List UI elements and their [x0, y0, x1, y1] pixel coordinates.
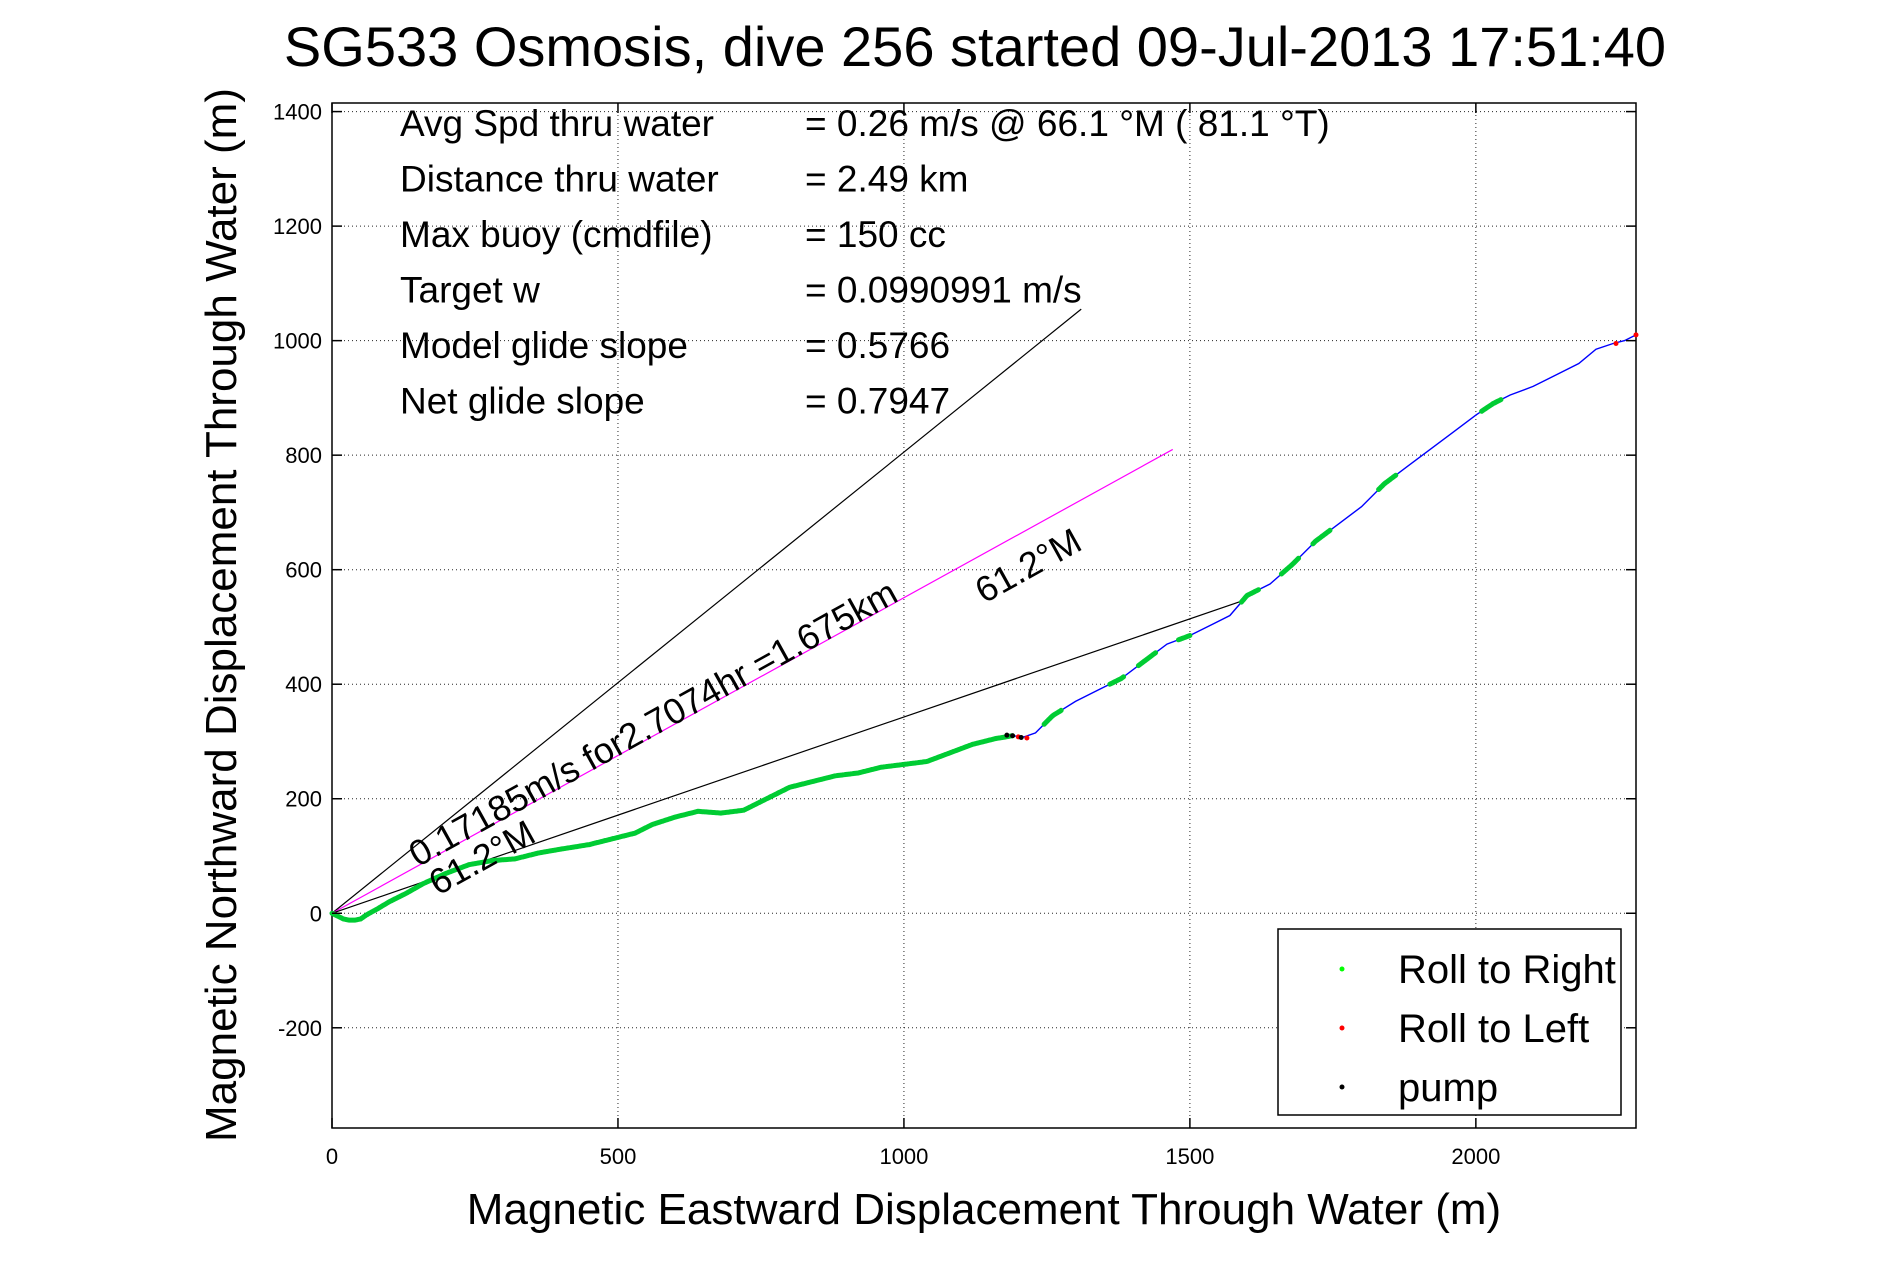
x-tick-label: 1000 — [879, 1144, 928, 1169]
pump-marker — [1018, 734, 1024, 740]
y-tick-label: 1400 — [273, 100, 322, 125]
legend-marker — [1339, 1025, 1345, 1031]
roll-left-marker — [1024, 735, 1030, 741]
y-tick-label: 400 — [285, 672, 322, 697]
stats-value: = 0.5766 — [805, 325, 950, 366]
stats-value: = 0.26 m/s @ 66.1 °M ( 81.1 °T) — [805, 103, 1330, 144]
legend-box — [1277, 928, 1622, 1116]
y-tick-label: 1200 — [273, 214, 322, 239]
x-axis-title: Magnetic Eastward Displacement Through W… — [467, 1185, 1501, 1234]
roll-right-marker — [1176, 633, 1193, 643]
legend: Roll to Right Roll to Left pump — [1277, 928, 1622, 1116]
legend-label: pump — [1398, 1066, 1498, 1110]
legend-entries: Roll to Right Roll to Left pump — [1339, 948, 1616, 1110]
stats-label: Avg Spd thru water — [400, 103, 714, 144]
legend-label: Roll to Right — [1398, 948, 1616, 992]
reference-line — [331, 448, 1174, 914]
stats-label: Model glide slope — [400, 325, 688, 366]
legend-label: Roll to Left — [1398, 1007, 1589, 1051]
y-tick-label: -200 — [278, 1016, 322, 1041]
reference-line — [331, 308, 1082, 914]
y-tick-label: 0 — [310, 901, 322, 926]
roll-left-marker — [1633, 332, 1639, 338]
roll-right-marker — [1479, 397, 1504, 414]
roll-right-marker — [1107, 674, 1127, 687]
stats-value: = 0.0990991 m/s — [805, 270, 1082, 311]
y-tick-label: 800 — [285, 443, 322, 468]
stats-label: Net glide slope — [400, 381, 645, 422]
roll-left-marker — [1613, 341, 1619, 347]
y-axis-title: Magnetic Northward Displacement Through … — [197, 88, 246, 1142]
stats-label: Max buoy (cmdfile) — [400, 214, 713, 255]
y-tick-label: 1000 — [273, 329, 322, 354]
stats-value: = 150 cc — [805, 214, 946, 255]
roll-right-marker — [1376, 472, 1399, 492]
x-tick-label: 1500 — [1165, 1144, 1214, 1169]
pump-marker — [1004, 732, 1010, 738]
legend-marker — [1339, 1084, 1345, 1090]
roll-right-marker — [1310, 527, 1333, 547]
roll-right-marker — [1135, 650, 1159, 669]
grid-layer — [331, 103, 1636, 1128]
roll-right-marker — [329, 733, 1016, 923]
stats-value: = 2.49 km — [805, 159, 969, 200]
stats-label: Distance thru water — [400, 159, 719, 200]
stats-block: Avg Spd thru water = 0.26 m/s @ 66.1 °M (… — [400, 103, 1330, 422]
y-tick-label: 200 — [285, 787, 322, 812]
stats-label: Target w — [400, 270, 540, 311]
stats-value: = 0.7947 — [805, 381, 950, 422]
roll-right-marker — [1041, 707, 1064, 727]
x-tick-label: 2000 — [1451, 1144, 1500, 1169]
x-tick-label: 500 — [600, 1144, 637, 1169]
tick-layer: 0 500 1000 1500 2000 -200 0 200 400 600 800 1000 120… — [273, 100, 1636, 1169]
legend-marker — [1339, 966, 1345, 972]
y-tick-label: 600 — [285, 558, 322, 583]
chart-title: SG533 Osmosis, dive 256 started 09-Jul-2… — [284, 15, 1666, 78]
roll-right-marker — [1278, 555, 1302, 577]
x-tick-label: 0 — [326, 1144, 338, 1169]
marker-layer — [329, 332, 1639, 923]
pump-marker — [1010, 733, 1016, 739]
roll-right-marker — [1238, 587, 1261, 605]
